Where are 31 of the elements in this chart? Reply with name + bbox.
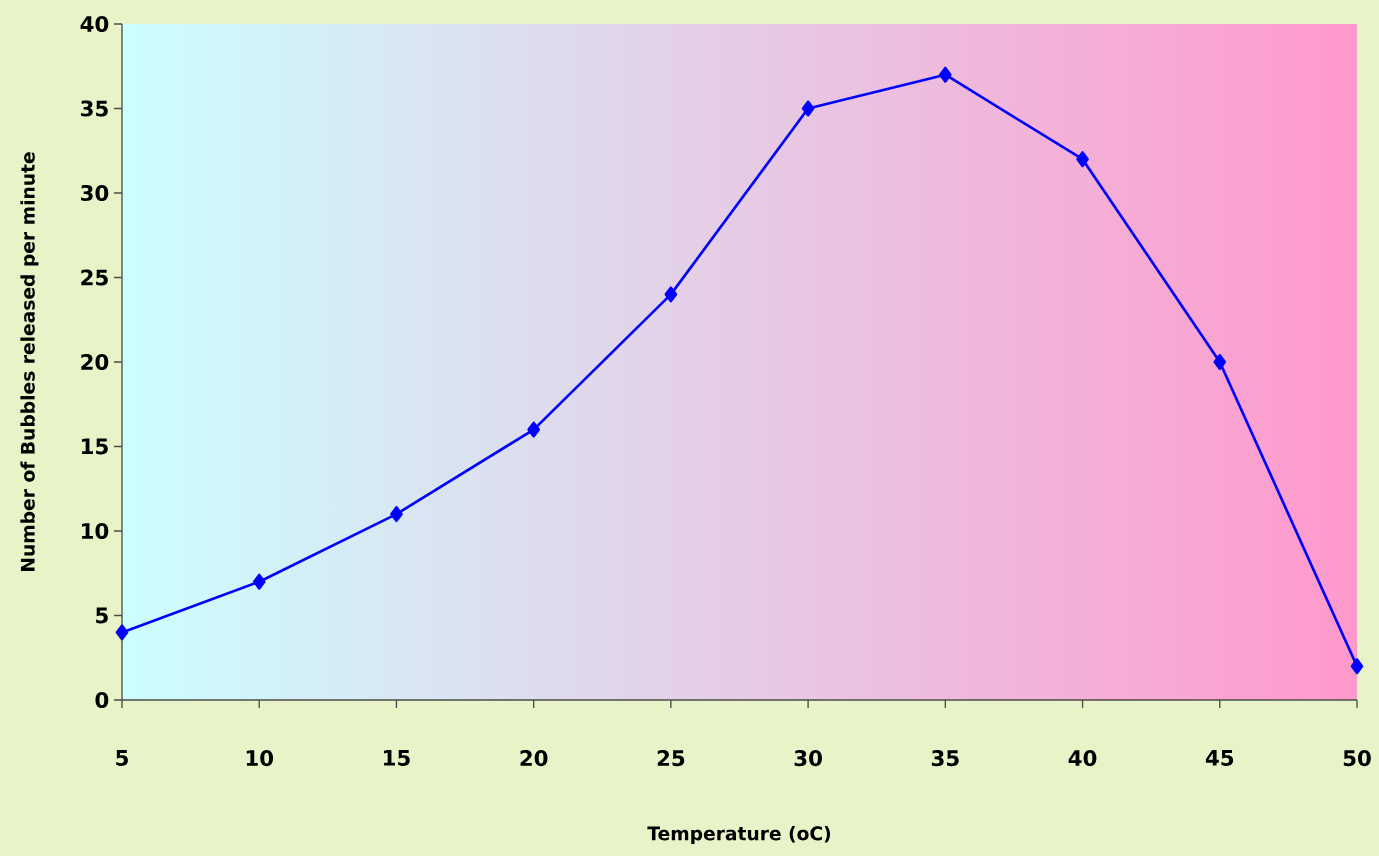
point bbox=[801, 100, 815, 117]
x-tick-label: 40 bbox=[1068, 750, 1097, 767]
x-tick-label: 25 bbox=[657, 750, 685, 767]
x-tick-label: 45 bbox=[1205, 750, 1234, 766]
y-tick-label: 25 bbox=[81, 269, 108, 286]
point bbox=[390, 506, 403, 523]
point bbox=[1213, 353, 1227, 370]
point bbox=[1350, 658, 1364, 675]
point bbox=[1076, 151, 1089, 168]
y-tick-label: 30 bbox=[81, 184, 109, 202]
y-axis-title: Number of Bubbles released per minute bbox=[20, 152, 39, 571]
y-tick-label: 20 bbox=[81, 353, 109, 371]
y-tick-label: 15 bbox=[82, 438, 108, 455]
x-tick-label: 50 bbox=[1343, 750, 1371, 767]
point bbox=[938, 66, 952, 83]
x-tick-label: 30 bbox=[794, 750, 822, 767]
x-tick-label: 35 bbox=[931, 750, 959, 767]
y-tick-label: 5 bbox=[96, 607, 108, 624]
x-tick-label: 20 bbox=[520, 750, 548, 767]
point bbox=[252, 573, 266, 590]
x-tick-label: 10 bbox=[246, 750, 274, 767]
point bbox=[527, 421, 541, 438]
x-axis-title: Temperature (oC) bbox=[647, 825, 831, 845]
point bbox=[664, 286, 678, 303]
y-tick-label: 40 bbox=[80, 15, 109, 33]
x-tick-label: 5 bbox=[116, 750, 128, 766]
y-tick-label: 10 bbox=[82, 522, 109, 540]
y-tick-label: 35 bbox=[81, 100, 108, 117]
x-tick-label: 15 bbox=[384, 750, 410, 766]
point bbox=[115, 624, 129, 641]
y-tick-label: 0 bbox=[95, 691, 109, 709]
